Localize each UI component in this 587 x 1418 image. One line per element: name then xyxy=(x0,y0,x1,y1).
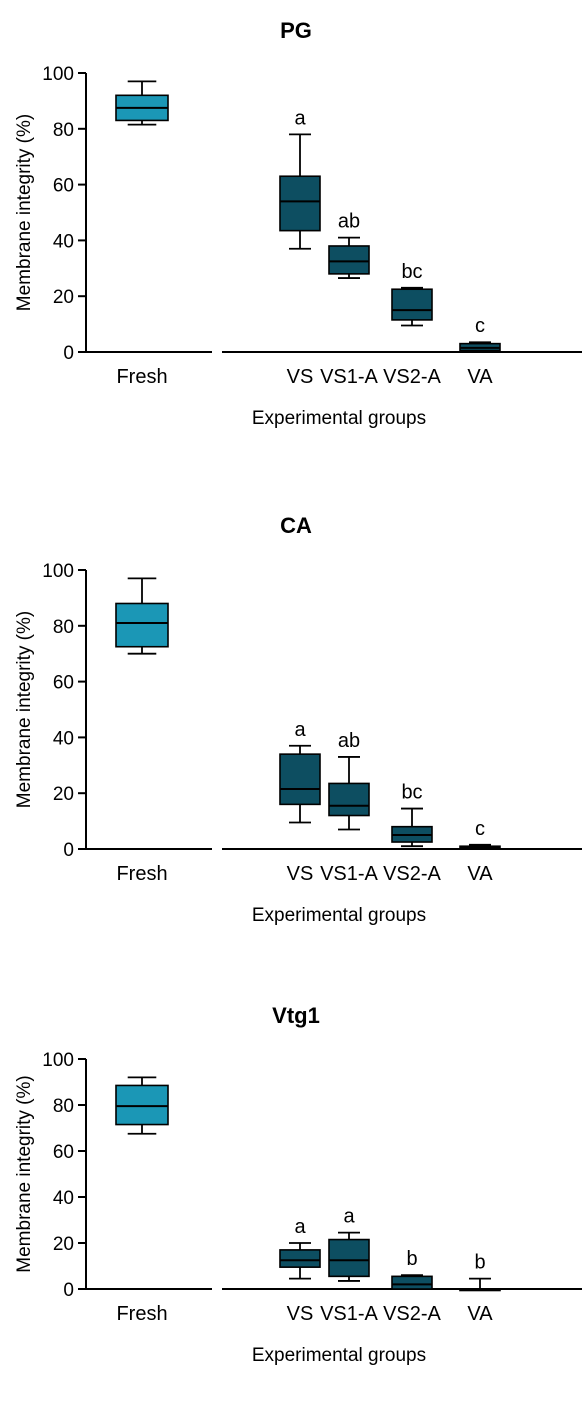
panel3-y-tick-label: 60 xyxy=(53,1142,74,1163)
panel1-x-tick-label: VS xyxy=(287,366,314,388)
panel2-y-tick-label: 0 xyxy=(63,840,74,861)
panel3-y-tick-label: 0 xyxy=(63,1280,74,1301)
panel2-box-vs1-a xyxy=(328,782,370,817)
panel2-significance-label: c xyxy=(475,818,485,840)
panel2-y-tick-label: 60 xyxy=(53,673,74,694)
panel3-box-vs xyxy=(279,1249,321,1268)
panel2-x-tick-label: Fresh xyxy=(116,863,167,885)
panel1-y-tick-label: 80 xyxy=(53,120,74,141)
panel1-x-tick-label: VS1-A xyxy=(320,366,378,388)
panel3-box-vs2-a xyxy=(391,1275,433,1290)
panel3-significance-label: a xyxy=(294,1216,306,1238)
panel3-y-tick-label: 100 xyxy=(42,1050,74,1071)
panel3-x-tick-label: VS2-A xyxy=(383,1303,441,1325)
panel2-y-tick-label: 20 xyxy=(53,784,74,805)
panel1-x-tick-label: VA xyxy=(467,366,493,388)
panel3-y-tick-label: 20 xyxy=(53,1234,74,1255)
panel2-y-tick-label: 80 xyxy=(53,617,74,638)
panel1-y-tick-label: 40 xyxy=(53,231,74,252)
panel3-significance-label: a xyxy=(343,1206,355,1228)
panel1-x-tick-label: Fresh xyxy=(116,366,167,388)
panel3-significance-label: b xyxy=(474,1252,485,1274)
panel3-significance-label: b xyxy=(406,1248,417,1270)
panel1-significance-label: c xyxy=(475,315,485,337)
panel1-significance-label: bc xyxy=(401,261,422,283)
panel2-box-vs xyxy=(279,753,321,806)
panel2-chart-title: CA xyxy=(280,513,312,538)
panel1-y-tick-label: 60 xyxy=(53,176,74,197)
panel3-y-axis-title: Membrane integrity (%) xyxy=(14,1075,35,1272)
panel1-significance-label: ab xyxy=(338,211,360,233)
panel3-chart-title: Vtg1 xyxy=(272,1003,320,1028)
panel2-x-tick-label: VS xyxy=(287,863,314,885)
panel2-y-axis-title: Membrane integrity (%) xyxy=(14,611,35,808)
panel3-box-vs1-a xyxy=(328,1238,370,1278)
panel2-y-tick-label: 100 xyxy=(42,561,74,582)
panel3-y-tick-label: 80 xyxy=(53,1096,74,1117)
panel3-x-tick-label: VA xyxy=(467,1303,493,1325)
panel1-y-tick-label: 100 xyxy=(42,64,74,85)
panel1-x-tick-label: VS2-A xyxy=(383,366,441,388)
panel2-box-fresh xyxy=(115,602,169,648)
panel3-box-fresh xyxy=(115,1084,169,1126)
panel2-x-tick-label: VA xyxy=(467,863,493,885)
panel1-y-axis-title: Membrane integrity (%) xyxy=(14,114,35,311)
panel2-significance-label: ab xyxy=(338,730,360,752)
panel2-x-tick-label: VS2-A xyxy=(383,863,441,885)
panel3-x-tick-label: VS1-A xyxy=(320,1303,378,1325)
panel3-y-tick-label: 40 xyxy=(53,1188,74,1209)
panel1-box-vs xyxy=(279,175,321,232)
panel1-chart-title: PG xyxy=(280,18,312,43)
panel1-y-tick-label: 20 xyxy=(53,287,74,308)
panel1-x-axis-title: Experimental groups xyxy=(252,408,426,429)
panel1-significance-label: a xyxy=(294,107,306,129)
panel1-box-vs2-a xyxy=(391,288,433,321)
panel3-x-tick-label: Fresh xyxy=(116,1303,167,1325)
panel2-x-tick-label: VS1-A xyxy=(320,863,378,885)
panel1-y-tick-label: 0 xyxy=(63,343,74,364)
panel3-x-tick-label: VS xyxy=(287,1303,314,1325)
panel2-significance-label: a xyxy=(294,719,306,741)
panel2-significance-label: bc xyxy=(401,782,422,804)
panel3-x-axis-title: Experimental groups xyxy=(252,1345,426,1366)
panel2-y-tick-label: 40 xyxy=(53,728,74,749)
panel2-x-axis-title: Experimental groups xyxy=(252,905,426,926)
panel1-box-vs1-a xyxy=(328,245,370,275)
